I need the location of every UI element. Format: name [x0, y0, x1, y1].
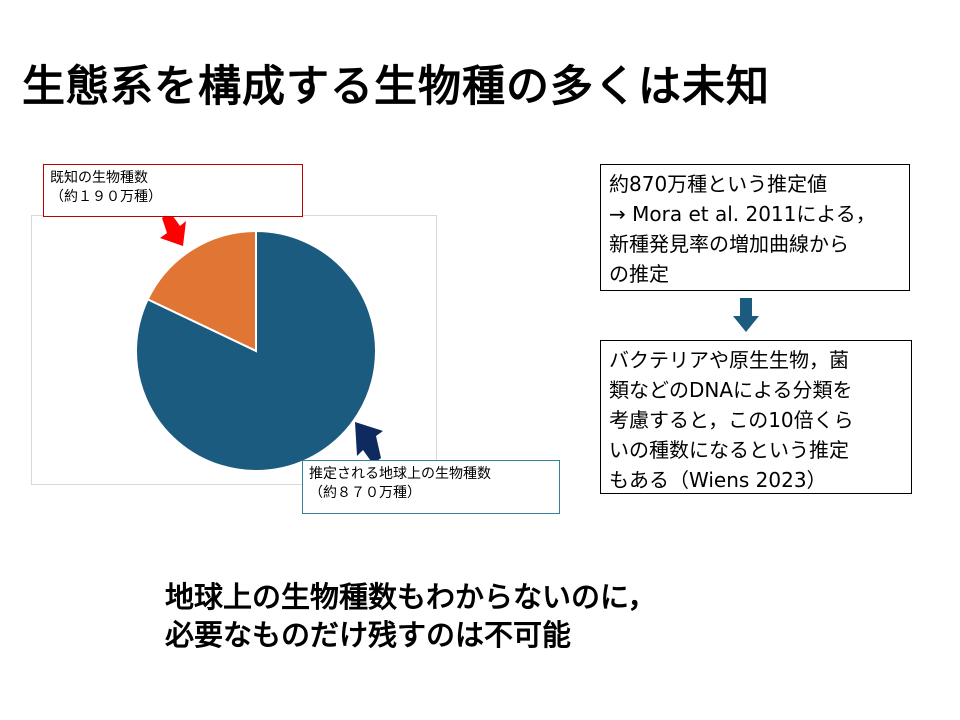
known-label-line: （約１９０万種） [50, 189, 162, 205]
known-label-line: 既知の生物種数 [50, 170, 148, 186]
pie-chart [31, 215, 437, 485]
pie-slice-known [146, 229, 257, 353]
estimated-species-label: 推定される地球上の生物種数 （約８７０万種） [302, 460, 560, 514]
pie-slice-estimated [135, 229, 377, 472]
note-line: 約870万種という推定値 [609, 172, 828, 196]
conclusion-line: 必要なものだけ残すのは不可能 [165, 618, 572, 652]
conclusion: 地球上の生物種数もわからないのに， 必要なものだけ残すのは不可能 [165, 578, 657, 654]
note-line: いの種数になるという推定 [609, 438, 849, 462]
slide-title: 生態系を構成する生物種の多くは未知 [22, 62, 770, 112]
note-line: 新種発見率の増加曲線から [609, 232, 849, 256]
note-line: → Mora et al. 2011による， [609, 202, 876, 226]
conclusion-line: 地球上の生物種数もわからないのに， [165, 580, 657, 614]
note-line: 考慮すると，この10倍くら [609, 408, 854, 432]
pie-svg [135, 229, 377, 472]
note-line: の推定 [609, 262, 669, 286]
down-arrow-icon [733, 298, 759, 332]
note-line: バクテリアや原生生物，菌 [609, 348, 849, 372]
note-line: もある（Wiens 2023） [609, 468, 827, 492]
estimate-note: 約870万種という推定値 → Mora et al. 2011による， 新種発見… [600, 164, 910, 291]
note-line: 類などのDNAによる分類を [609, 378, 853, 402]
dna-note: バクテリアや原生生物，菌 類などのDNAによる分類を 考慮すると，この10倍くら… [600, 340, 912, 494]
known-species-label: 既知の生物種数 （約１９０万種） [43, 164, 303, 217]
estimated-label-line: （約８７０万種） [309, 485, 421, 501]
estimated-label-line: 推定される地球上の生物種数 [309, 466, 491, 482]
